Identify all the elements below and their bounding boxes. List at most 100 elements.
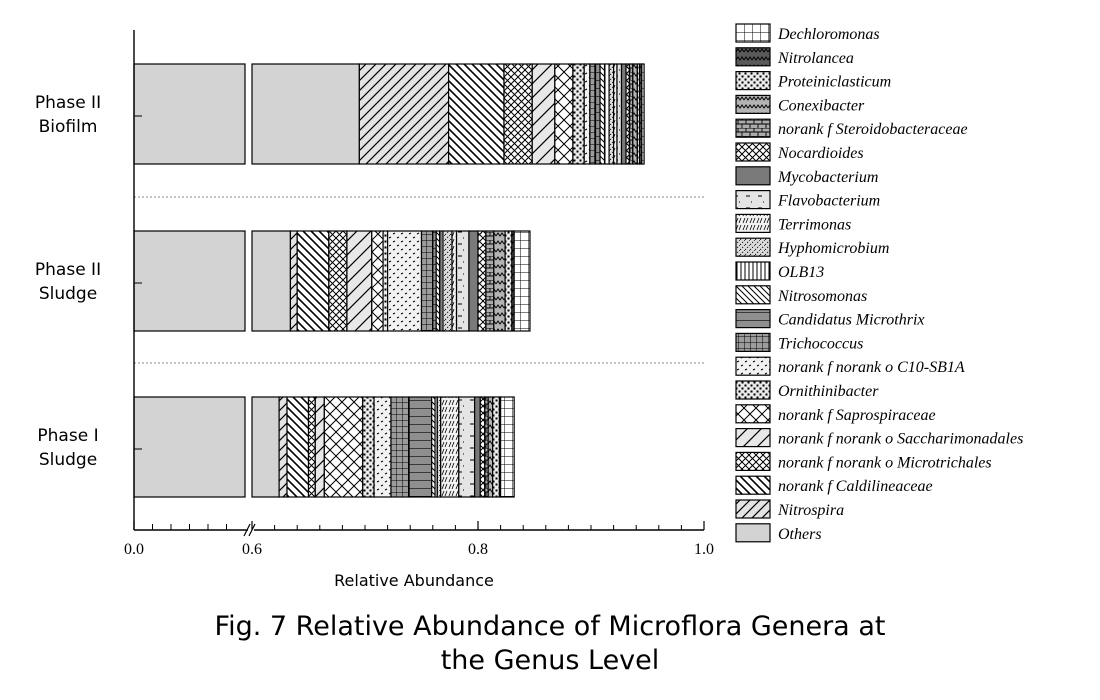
legend-swatch: [735, 261, 771, 281]
category-label-phase1-sludge: Phase I: [37, 426, 98, 446]
legend-item-norank-f-steroidobacteraceae: norank f Steroidobacteraceae: [735, 118, 968, 138]
legend-item-proteiniclasticum: Proteiniclasticum: [735, 70, 891, 91]
legend-swatch: [735, 70, 771, 91]
bar-segment-phase1-sludge-conexibacter: [487, 396, 494, 498]
bar-segment-phase2-biofilm-olb13: [603, 63, 610, 165]
legend-swatch: [735, 23, 771, 43]
figure-caption: Fig. 7 Relative Abundance of Microflora …: [0, 610, 1100, 678]
bar-segment-phase2-biofilm-nitrospira: [358, 63, 450, 165]
legend-label: Flavobacterium: [777, 193, 880, 210]
legend-swatch: [735, 309, 771, 329]
bar-segment-phase2-sludge-norank-f-steroidobacteraceae: [485, 230, 495, 332]
x-tick-label: 0.0: [124, 541, 144, 558]
legend-swatch: [735, 332, 771, 352]
legend-label: Hyphomicrobium: [777, 240, 889, 257]
category-label-phase2-sludge: Phase II: [35, 260, 101, 280]
legend-item-norank-f-norank-o-c10-sb1a: norank f norank o C10-SB1A: [735, 356, 965, 376]
bar-segment-phase1-sludge-terrimonas: [440, 396, 460, 498]
bar-segment-phase2-sludge-trichococcus: [420, 230, 434, 332]
legend-swatch: [735, 451, 771, 471]
bar-segment-phase1-sludge-nitrospira: [278, 396, 288, 498]
bar-phase2-sludge: [133, 230, 531, 332]
bar-segment-phase2-sludge-mycobacterium: [468, 230, 479, 332]
legend-item-nitrospira: Nitrospira: [735, 499, 844, 519]
legend-label: norank f Steroidobacteraceae: [778, 121, 968, 138]
bar-segment-phase1-sludge-flavobacterium: [458, 396, 476, 498]
category-label-phase2-biofilm: Phase II: [35, 93, 101, 113]
bar-segment-phase2-sludge-terrimonas: [451, 230, 458, 332]
legend-label: Terrimonas: [778, 216, 851, 233]
bar-phase1-sludge: [133, 396, 515, 498]
x-tick-label: 0.8: [468, 541, 488, 558]
legend-label: Ornithinibacter: [778, 383, 879, 400]
bar-segment-phase2-sludge-others: [133, 230, 246, 332]
bar-segment-phase2-biofilm-hyphomicrobium: [608, 63, 615, 165]
bar-segment-phase2-sludge-norank-f-norank-o-microtrichales: [328, 230, 348, 332]
legend-item-norank-f-norank-o-saccharimonadales: norank f norank o Saccharimonadales: [735, 428, 1023, 448]
legend-swatch: [735, 475, 771, 495]
legend-swatch: [735, 404, 771, 424]
legend-item-candidatus-microthrix: Candidatus Microthrix: [735, 309, 925, 329]
legend-swatch: [735, 118, 771, 138]
legend-swatch: [735, 190, 771, 210]
bar-phase2-biofilm: [133, 63, 645, 165]
legend-item-norank-f-saprospiraceae: norank f Saprospiraceae: [735, 404, 936, 424]
bar-segment-phase2-sludge-dechloromonas: [513, 230, 531, 332]
bar-segment-phase2-biofilm-norank-f-caldilineaceae: [448, 63, 505, 165]
legend-swatch: [735, 499, 771, 519]
bar-segment-phase2-sludge-flavobacterium: [455, 230, 470, 332]
bar-segment-phase2-sludge-nitrospira: [289, 230, 298, 332]
bar-segment-phase2-sludge-ornithinibacter: [382, 230, 389, 332]
bar-segment-phase1-sludge-nocardioides: [479, 396, 486, 498]
bar-segment-phase1-sludge-norank-f-norank-o-c10-sb1a: [373, 396, 392, 498]
legend-label: norank f Saprospiraceae: [778, 407, 936, 424]
legend-swatch: [735, 166, 771, 186]
legend-label: Conexibacter: [778, 97, 865, 114]
legend-item-norank-f-caldilineaceae: norank f Caldilineaceae: [735, 475, 933, 495]
legend-item-trichococcus: Trichococcus: [735, 332, 863, 352]
x-axis: 0.0 0.6 0.8 1.0 Relative Abundance: [124, 30, 714, 590]
legend-item-flavobacterium: Flavobacterium: [735, 190, 880, 210]
legend-swatch: [735, 523, 771, 543]
bar-segment-phase2-biofilm-others: [133, 63, 246, 165]
bar-segment-phase2-sludge-hyphomicrobium: [442, 230, 453, 332]
legend-label: Nitrospira: [777, 502, 844, 519]
legend-swatch: [735, 47, 771, 67]
bar-segment-phase1-sludge-mycobacterium: [474, 396, 481, 498]
bar-segment-phase1-sludge-candidatus-microthrix: [408, 396, 433, 498]
legend-label: norank f norank o Saccharimonadales: [778, 431, 1023, 448]
stacked-bar-chart: 0.0 0.6 0.8 1.0 Relative Abundance Phase II B…: [35, 23, 1023, 590]
legend-swatch: [735, 213, 771, 233]
bar-segment-phase2-sludge-norank-f-saprospiraceae: [371, 230, 384, 332]
legend-label: Candidatus Microthrix: [778, 312, 925, 329]
legend-swatch: [735, 237, 771, 257]
bar-segment-phase1-sludge-others-cont: [251, 396, 280, 498]
legend-label: norank f norank o C10-SB1A: [778, 359, 965, 376]
legend-label: Nitrosomonas: [777, 288, 867, 305]
bar-segment-phase1-sludge-norank-f-saprospiraceae: [323, 396, 364, 498]
bar-segment-phase2-biofilm-nitrosomonas: [599, 63, 606, 165]
bar-segment-phase2-sludge-norank-f-caldilineaceae: [296, 230, 330, 332]
legend-label: norank f Caldilineaceae: [778, 478, 933, 495]
legend-swatch: [735, 356, 771, 376]
bar-segment-phase2-biofilm-candidatus-microthrix: [594, 63, 601, 165]
x-axis-title: Relative Abundance: [334, 571, 494, 590]
legend-label: Others: [778, 526, 822, 543]
bar-segment-phase1-sludge-others: [133, 396, 246, 498]
legend-item-conexibacter: Conexibacter: [735, 94, 865, 115]
bar-segment-phase2-biofilm-norank-f-norank-o-c10-sb1a: [583, 63, 591, 165]
bar-segment-phase2-biofilm-conexibacter: [632, 63, 638, 165]
legend-item-dechloromonas: Dechloromonas: [735, 23, 880, 43]
legend-item-nitrosomonas: Nitrosomonas: [735, 285, 867, 305]
bar-segment-phase1-sludge-norank-f-norank-o-microtrichales: [307, 396, 316, 498]
legend-label: OLB13: [778, 264, 824, 281]
bar-segment-phase2-biofilm-trichococcus: [589, 63, 597, 165]
bar-segment-phase2-biofilm-mycobacterium: [620, 63, 627, 165]
legend-item-terrimonas: Terrimonas: [735, 213, 851, 233]
legend-label: Nitrolancea: [777, 50, 854, 67]
bar-segment-phase1-sludge-norank-f-norank-o-saccharimonadales: [314, 396, 325, 498]
legend-label: Nocardioides: [777, 145, 864, 162]
figure-caption-line-2: the Genus Level: [440, 645, 660, 676]
legend-swatch: [735, 94, 771, 115]
legend-item-nitrolancea: Nitrolancea: [735, 47, 854, 67]
